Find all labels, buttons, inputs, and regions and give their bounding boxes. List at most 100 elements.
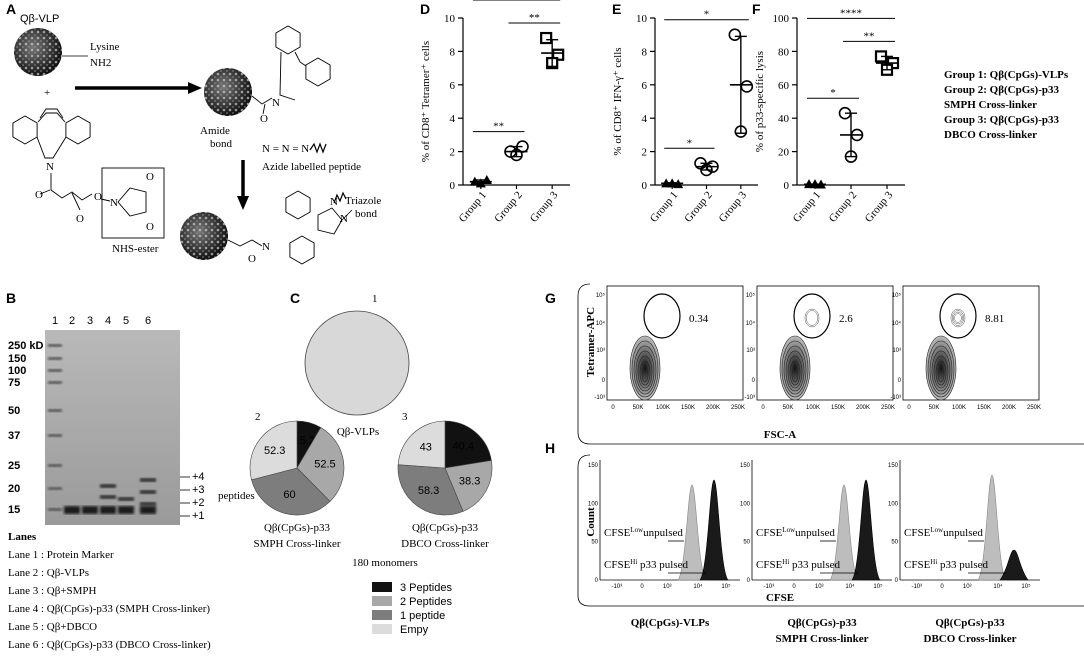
arrow-head (237, 196, 249, 210)
mw-label: 75 (8, 377, 20, 389)
lane-description: Lane 2 : Qβ-VLPs (8, 567, 89, 579)
band-label: +4 (192, 471, 205, 483)
x-tick-label: 0 (611, 405, 615, 411)
group-legend: Group 1: Qβ(CpGs)-VLPs (944, 69, 1069, 81)
lane-number: 4 (105, 315, 111, 327)
y-tick-label: 6 (450, 80, 456, 92)
y-tick-label: 0 (752, 378, 756, 384)
annotation: CFSEHi p33 pulsed (604, 558, 689, 571)
panel-label: G (545, 290, 556, 306)
atom-n: N (110, 197, 118, 209)
y-tick-label: 10⁴ (746, 320, 756, 327)
lane-description: Lane 5 : Qβ+DBCO (8, 621, 97, 633)
linker-chain (50, 173, 93, 201)
x-tick-label: 150K (681, 405, 695, 411)
contour (631, 340, 659, 398)
gate (643, 293, 681, 339)
annotation: CFSELowunpulsed (904, 526, 983, 539)
contour (937, 365, 945, 383)
panel-label: B (6, 290, 16, 306)
contour (779, 335, 811, 401)
gel-band (118, 506, 134, 514)
gate (939, 293, 977, 339)
x-tick-label: 250K (881, 405, 895, 411)
atom-o: O (35, 189, 43, 201)
gel-band (100, 506, 116, 514)
atom-o: O (248, 253, 256, 265)
annotation: CFSEHi p33 pulsed (904, 558, 989, 571)
annotation: CFSELowunpulsed (756, 526, 835, 539)
gel-band (64, 506, 80, 514)
histogram-unpulsed (677, 484, 707, 581)
pie-vlp (304, 310, 410, 416)
contour (781, 340, 809, 398)
lane-number: 2 (69, 315, 75, 327)
contour (927, 340, 955, 398)
pie-slice (251, 467, 331, 516)
y-tick-label: 6 (642, 80, 648, 92)
atom-n: N (340, 213, 348, 225)
x-tick-label: 200K (856, 405, 870, 411)
y-tick-label: 10⁵ (892, 292, 902, 299)
y-tick-label: 8 (450, 46, 456, 58)
legend-swatch (372, 624, 392, 634)
pie-slice (444, 420, 492, 469)
gate-contour (954, 313, 962, 323)
mw-label: 50 (8, 405, 20, 417)
condition-caption: Qβ(CpGs)-p33 (787, 617, 857, 629)
pie-value-label: 40.4 (453, 441, 474, 453)
gate-contour (804, 308, 820, 328)
azocine (36, 136, 67, 159)
pie-value-label: 15.2 (294, 435, 315, 447)
contour (789, 360, 801, 386)
y-tick-label: -10³ (744, 395, 755, 401)
panel-label: C (290, 290, 300, 306)
triazole-label: Triazole (345, 195, 381, 207)
azide-label: N = N = N (262, 143, 309, 155)
annotation-base: CFSE (756, 527, 783, 539)
mw-label: 20 (8, 483, 20, 495)
pie-value-label: 60 (283, 489, 295, 501)
annotation-rest: unpulsed (795, 527, 835, 539)
y-tick-label: 40 (778, 113, 790, 125)
nhs-label: NHS-ester (112, 243, 159, 255)
y-tick-label: 10⁴ (596, 320, 606, 327)
atom-o: O (146, 221, 154, 233)
vlp-label: Qβ-VLP (20, 13, 59, 25)
annotation-base: CFSE (604, 527, 631, 539)
lane-number: 5 (123, 315, 129, 327)
y-axis-label: % of CD8⁺ Tetramer⁺ cells (420, 41, 432, 162)
y-tick-label: -10³ (890, 395, 901, 401)
contour (785, 350, 805, 392)
x-tick-label: 100K (806, 405, 820, 411)
x-tick-label: 10³ (663, 584, 672, 590)
x-tick-label: -10³ (611, 584, 622, 590)
x-tick-label: 10³ (815, 584, 824, 590)
y-tick-label: 80 (778, 46, 790, 58)
x-tick-label: 150K (831, 405, 845, 411)
mw-label: 25 (8, 460, 20, 472)
contour (787, 355, 803, 389)
carbonyl (71, 192, 81, 211)
x-tick-label: 100K (656, 405, 670, 411)
contour (925, 335, 957, 401)
atom-o: O (76, 213, 84, 225)
arrow-head (188, 82, 202, 94)
x-tick-label: 0 (940, 584, 944, 590)
y-tick-label: 0 (602, 378, 606, 384)
group-legend: SMPH Cross-linker (944, 99, 1037, 111)
significance-label: ** (864, 30, 875, 42)
annotation-rest: p33 pulsed (637, 559, 688, 571)
pie-value-label: 52.5 (314, 459, 335, 471)
contour (783, 345, 807, 395)
legend-swatch (372, 596, 392, 606)
annotation: CFSEHi p33 pulsed (756, 558, 841, 571)
data-point (728, 28, 742, 42)
pie-slice (397, 420, 446, 469)
vlp-texture (204, 68, 252, 116)
contour (629, 335, 661, 401)
annotation-sup: Hi (630, 558, 637, 566)
gate-contour (953, 311, 963, 325)
panel-label: F (752, 1, 761, 17)
